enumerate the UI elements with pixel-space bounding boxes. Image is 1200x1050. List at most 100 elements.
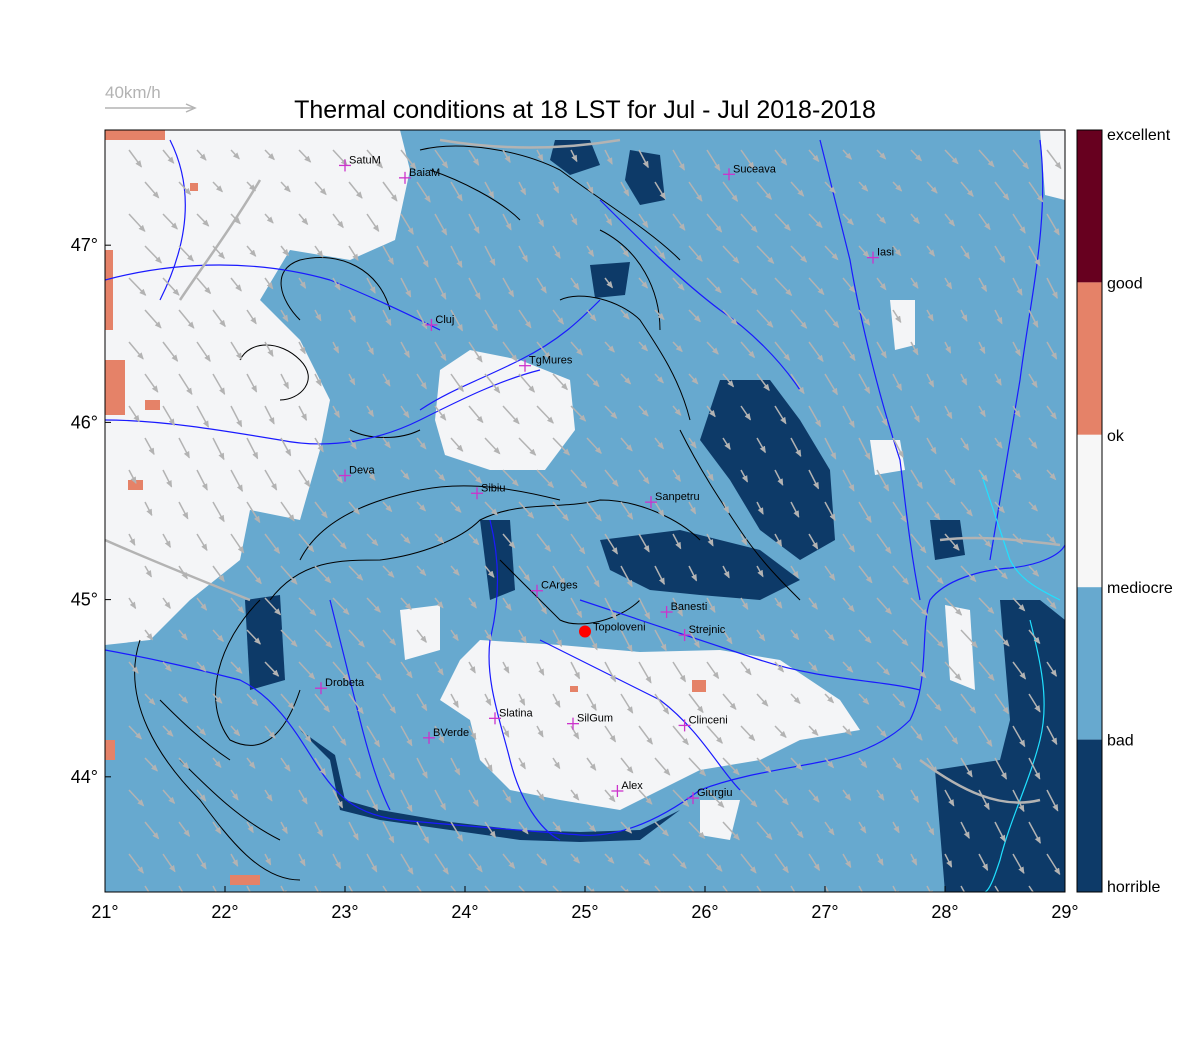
wind-arrow (638, 533, 650, 553)
wind-arrow (994, 437, 1003, 449)
wind-arrow (1028, 437, 1038, 449)
region-mediocre-east-3 (945, 605, 975, 690)
wind-arrow (910, 853, 918, 866)
x-tick-label: 28° (931, 902, 958, 922)
wind-arrow (518, 245, 528, 263)
wind-arrow (620, 757, 634, 774)
wind-arrow (774, 725, 787, 739)
wind-arrow (1046, 661, 1057, 677)
wind-arrow (688, 565, 698, 582)
wind-arrow (468, 149, 480, 166)
x-tick-label: 29° (1051, 902, 1078, 922)
wind-arrow (212, 309, 226, 328)
wind-arrow (824, 693, 835, 704)
wind-arrow (162, 725, 174, 737)
wind-arrow (1012, 725, 1026, 748)
wind-arrow (672, 853, 687, 869)
wind-arrow (706, 789, 725, 808)
wind-arrow (434, 789, 447, 811)
wind-arrow (196, 405, 210, 428)
wind-arrow (502, 597, 512, 611)
wind-arrow (994, 565, 1008, 580)
wind-arrow (620, 437, 633, 452)
wind-arrow (332, 725, 347, 746)
wind-arrow (314, 309, 322, 322)
city-label: Sibiu (481, 482, 505, 494)
wind-arrow (570, 213, 578, 226)
wind-arrow (1046, 853, 1061, 876)
wind-arrow (926, 565, 944, 585)
wind-arrow (450, 181, 463, 202)
wind-scale-legend: 40km/h (105, 83, 197, 113)
wind-arrow (196, 533, 208, 552)
wind-arrow (400, 789, 413, 813)
wind-arrow (672, 341, 683, 353)
city-strejnic: Strejnic (678, 624, 726, 642)
wind-arrow (1012, 469, 1022, 481)
wind-arrow (722, 181, 739, 202)
colorbar-swatch-mediocre (1077, 587, 1102, 740)
wind-arrow (518, 885, 526, 892)
wind-arrow (450, 885, 457, 892)
marked-location-label: Topoloveni (593, 622, 646, 634)
city-tgmures: TgMures (519, 355, 573, 372)
wind-arrow (518, 629, 527, 644)
wind-arrow (638, 789, 653, 805)
wind-arrow (876, 725, 887, 738)
wind-arrow (366, 789, 379, 812)
wind-arrow (960, 501, 973, 517)
wind-arrow (280, 373, 290, 390)
wind-arrow (960, 181, 974, 198)
wind-arrow (366, 213, 380, 233)
wind-arrow (892, 181, 903, 192)
wind-arrow (570, 149, 578, 163)
wind-arrow (382, 437, 391, 449)
wind-arrow (858, 885, 863, 892)
wind-arrow (212, 245, 225, 259)
wind-arrow (994, 309, 1003, 325)
wind-arrow (620, 629, 633, 653)
region-mediocre-north (1040, 130, 1065, 200)
wind-arrow (128, 405, 140, 423)
region-ok-10 (230, 875, 260, 885)
wind-arrow (348, 373, 356, 386)
wind-arrow (536, 789, 545, 801)
wind-arrow (1046, 533, 1057, 544)
wind-arrow (552, 309, 564, 325)
wind-arrow (196, 277, 212, 295)
wind-arrow (298, 213, 309, 226)
wind-arrow (586, 373, 600, 388)
wind-arrow (298, 597, 317, 617)
wind-arrow (144, 821, 160, 840)
wind-arrow (416, 373, 427, 390)
wind-arrow (400, 469, 410, 480)
wind-arrow (620, 693, 634, 714)
wind-arrow (1028, 309, 1039, 328)
wind-arrow (604, 725, 617, 743)
wind-arrow (246, 693, 259, 707)
wind-arrow (314, 437, 324, 453)
wind-arrow (178, 629, 188, 641)
wind-arrow (892, 501, 907, 523)
wind-arrow (638, 277, 649, 289)
wind-arrow (416, 437, 427, 450)
wind-arrow (162, 533, 171, 549)
wind-arrow (706, 277, 722, 294)
wind-arrow (824, 245, 839, 261)
marked-location: Topoloveni (579, 622, 646, 638)
wind-arrow (706, 533, 714, 547)
wind-arrow (162, 341, 179, 362)
colorbar-label: horrible (1107, 879, 1160, 896)
wind-arrow (604, 405, 618, 419)
x-tick-label: 22° (211, 902, 238, 922)
wind-arrow (688, 693, 704, 714)
wind-arrow (144, 437, 155, 456)
wind-arrow (468, 405, 484, 424)
region-mediocre-west (105, 130, 410, 645)
wind-arrow (944, 597, 963, 616)
wind-arrow (434, 725, 445, 744)
wind-arrow (910, 405, 920, 423)
x-tick-label: 25° (571, 902, 598, 922)
wind-arrow (264, 853, 272, 866)
wind-arrow (264, 725, 276, 739)
